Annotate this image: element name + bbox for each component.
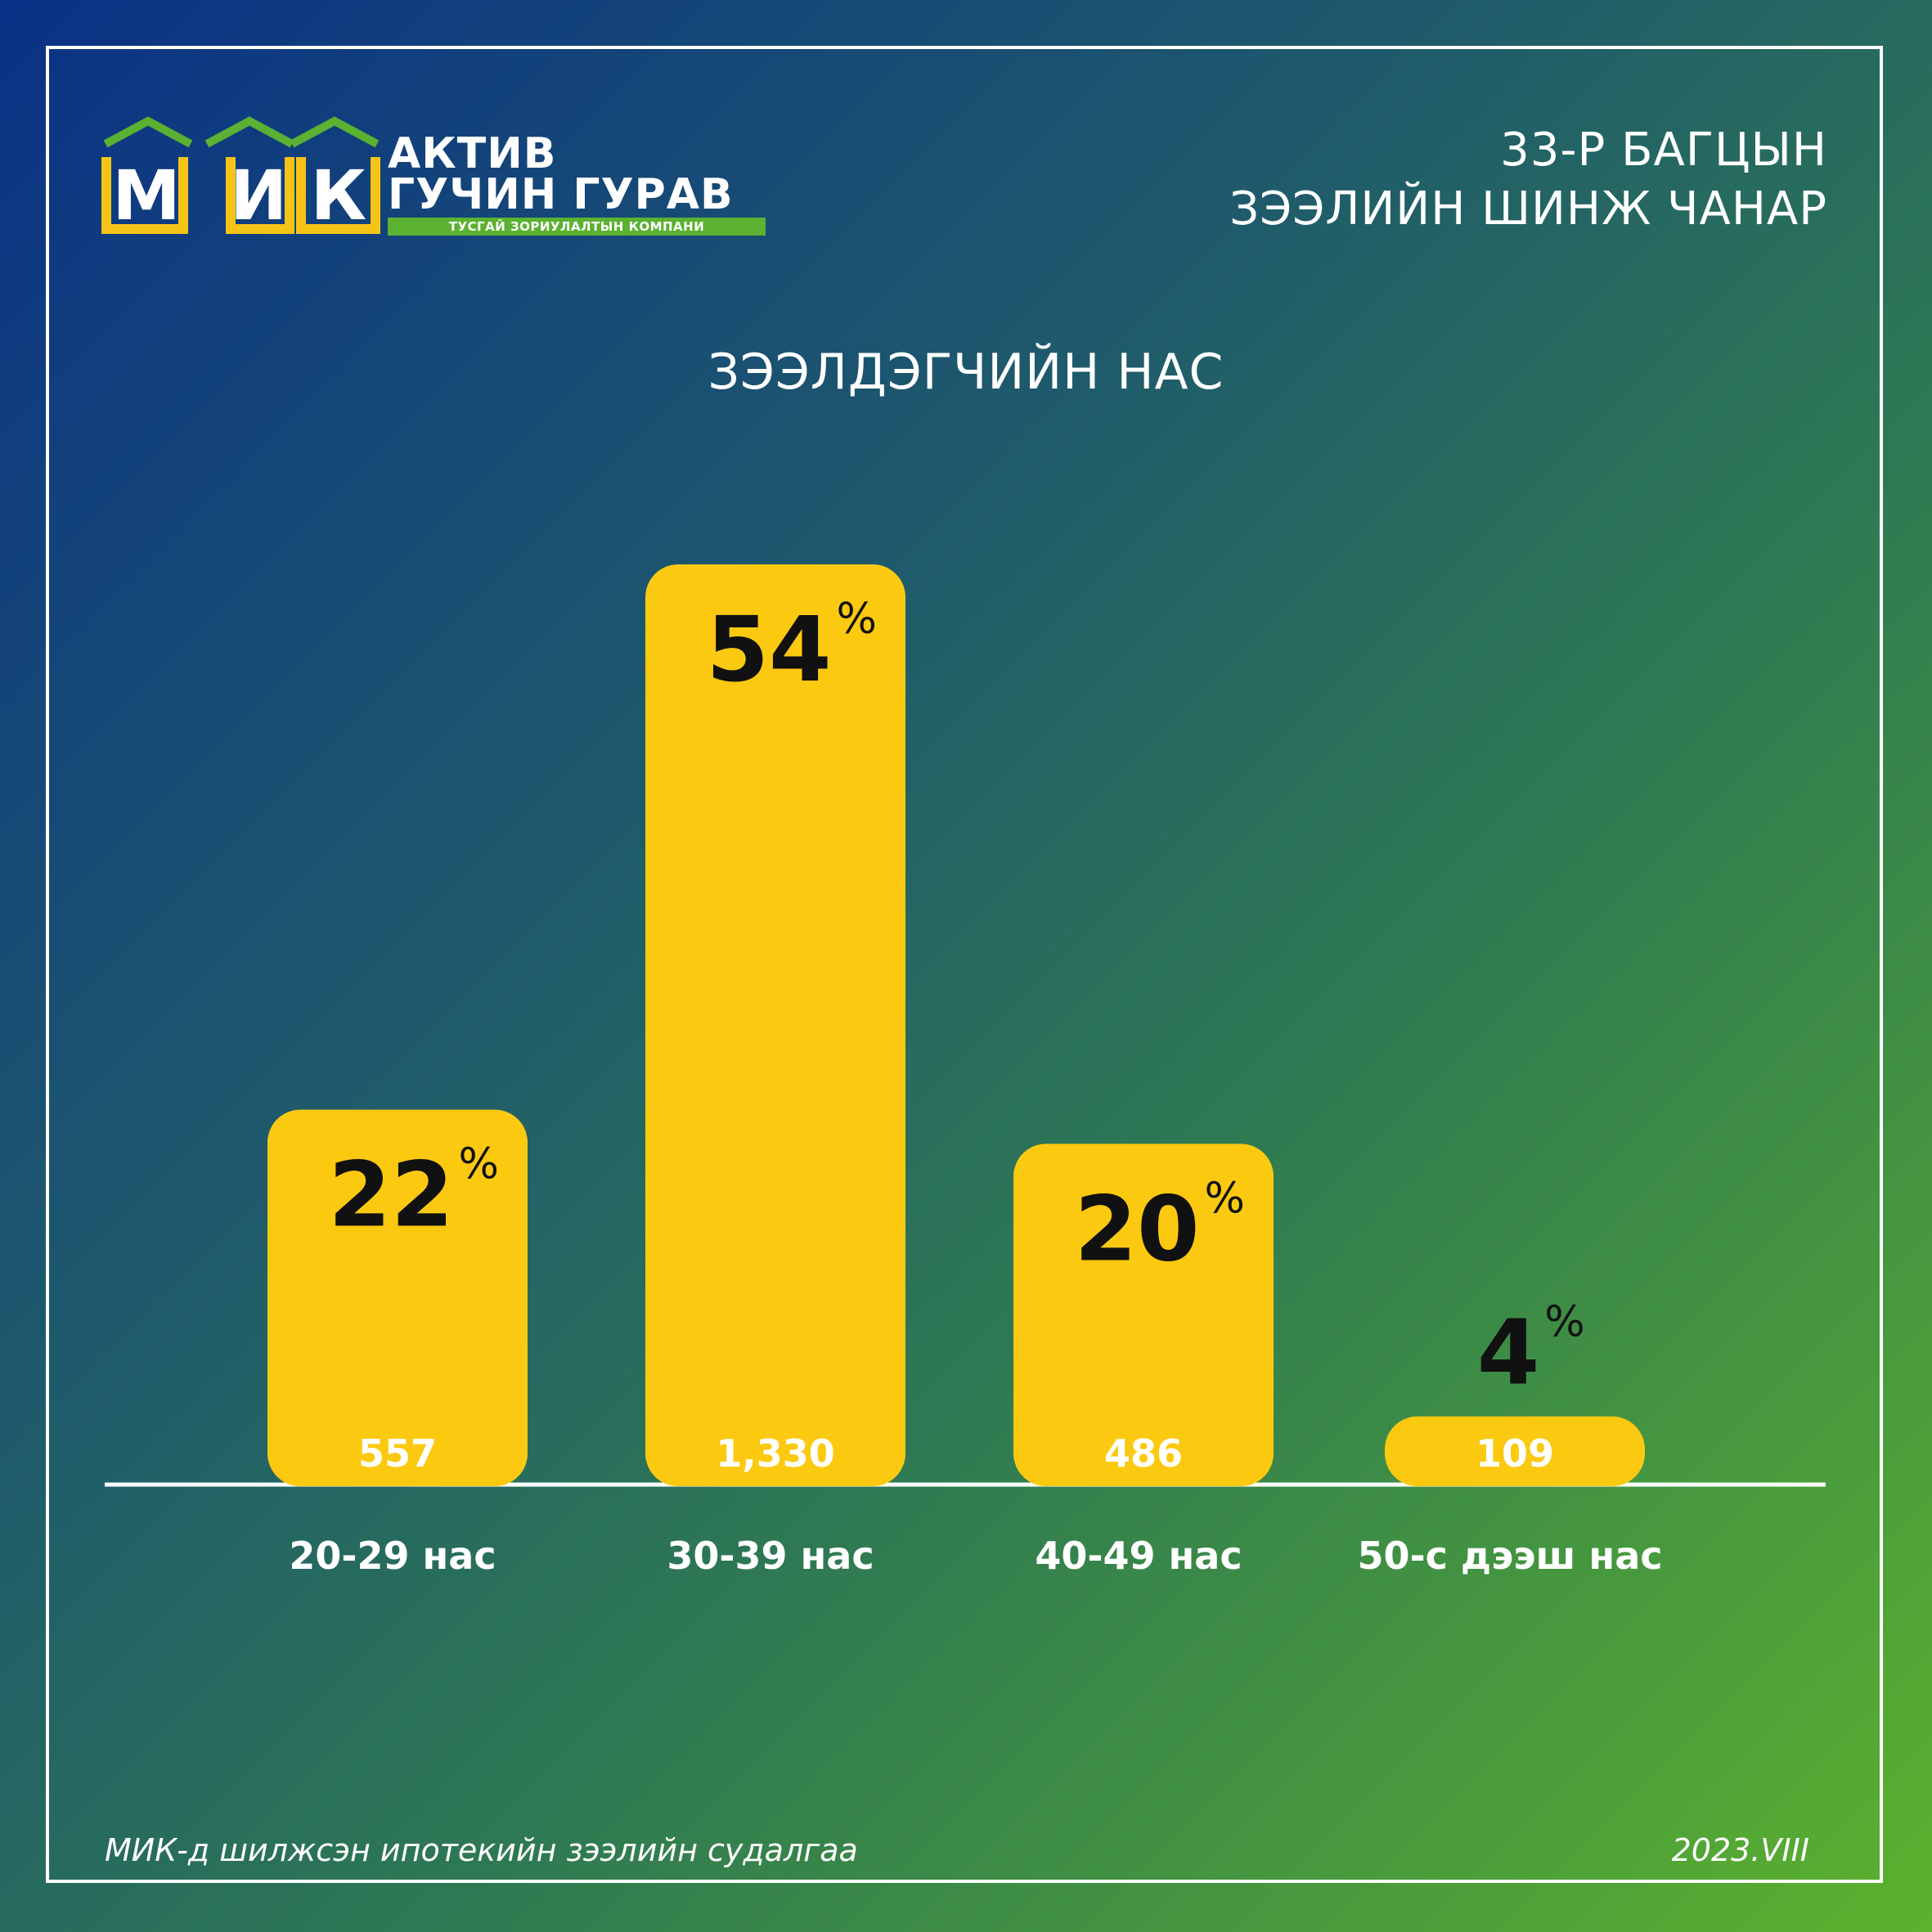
roof-icon [204,116,294,148]
category-label: 50-с дээш нас [1357,1534,1662,1578]
value-label: 22 [328,1143,453,1247]
logo-text-line1: АКТИВ [388,129,557,178]
value-label: 54 [706,597,831,702]
logo-letter: И [230,155,287,236]
logo-text-line2: ГУЧИН ГУРАВ [388,170,734,219]
chart-title: ЗЭЭЛДЭГЧИЙН НАС [708,344,1224,401]
report-date: 2023.VIII [1671,1832,1809,1868]
category-label: 30-39 нас [667,1534,874,1578]
logo-tagline: ТУСГАЙ ЗОРИУЛАЛТЫН КОМПАНИ [388,218,766,236]
bar [1385,1416,1645,1486]
bar [1013,1143,1274,1486]
roof-icon [103,116,193,148]
company-logo: М И К АКТИВ ГУЧИН ГУРАВ ТУСГАЙ ЗОРИУЛАЛТ… [101,115,772,245]
bar [645,564,905,1486]
logo-mark: М И К [101,116,380,236]
bar [267,1109,528,1486]
value-label: 20 [1074,1176,1199,1281]
frame-shape [101,157,188,234]
percent-sign: % [837,595,877,644]
source-note: МИК-д шилжсэн ипотекийн зээлийн судалгаа [105,1832,858,1868]
report-title-line2: ЗЭЭЛИЙН ШИНЖ ЧАНАР [1229,182,1827,236]
percent-sign: % [459,1140,499,1189]
report-title-line1: 33-Р БАГЦЫН [1500,124,1827,177]
frame-shape [226,157,294,234]
value-label: 4 [1477,1301,1540,1405]
category-label: 20-29 нас [289,1534,496,1578]
percent-sign: % [1544,1298,1584,1347]
report-title: 33-Р БАГЦЫН ЗЭЭЛИЙН ШИНЖ ЧАНАР [1091,121,1827,239]
count-label: 557 [358,1431,437,1476]
count-label: 486 [1104,1431,1183,1476]
logo-letter: М [112,155,181,236]
category-label: 40-49 нас [1035,1534,1242,1578]
percent-sign: % [1205,1174,1245,1223]
frame-shape [296,157,380,234]
logo-letter: К [311,155,367,236]
count-label: 1,330 [716,1431,835,1476]
page-frame [46,46,1883,1883]
count-label: 109 [1476,1431,1554,1476]
roof-icon [290,116,380,148]
